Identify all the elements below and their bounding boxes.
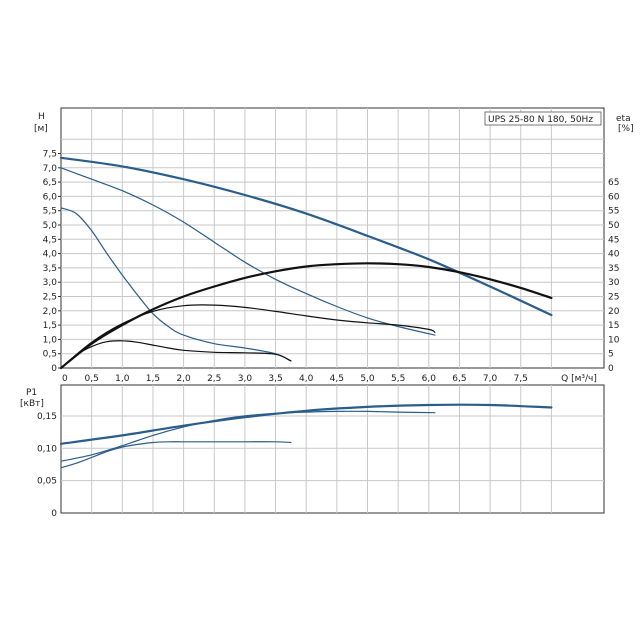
y-tick-label: 7,5 — [43, 150, 57, 160]
x-tick-label: 5,0 — [360, 374, 375, 384]
eta-tick-label: 45 — [608, 235, 619, 245]
power-panel-frame — [60, 384, 605, 514]
eta-tick-label: 20 — [608, 307, 620, 317]
head-x-ticks: 0 0,5 1,0 1,5 2,0 2,5 3,0 3,5 4,0 4,5 5,0 5,5 6,0 6,5… — [62, 374, 597, 384]
head-grid — [61, 108, 604, 368]
y-tick-label: 0 — [51, 364, 57, 374]
head-panel: 0 0,5 1,0 1,5 2,0 2,5 3,0 3,5 4,0 4,5 5,0 5,5 6,0 6,5… — [34, 107, 634, 384]
power-tick-label: 0,10 — [37, 444, 57, 454]
eta-tick-label: 55 — [608, 207, 619, 217]
head-y2-ticks: 0 5 10 15 20 25 30 35 40 45 50 55 60 65 — [608, 178, 620, 374]
power-curve-0 — [59, 403, 553, 445]
x-tick-label: 4,5 — [330, 374, 344, 384]
x-tick-label: 2,5 — [207, 374, 221, 384]
eta-axis-label-line1: eta — [616, 114, 631, 124]
eta-tick-label: 35 — [608, 264, 619, 274]
eta-tick-label: 5 — [608, 350, 614, 360]
head-curve-1 — [60, 167, 436, 336]
power-curve-2 — [60, 441, 292, 469]
eta-tick-label: 40 — [608, 250, 620, 260]
x-tick-label: Q [м³/ч] — [561, 374, 597, 384]
x-tick-label: 6,0 — [422, 374, 437, 384]
x-tick-label: 5,5 — [391, 374, 405, 384]
x-tick-label: 3,5 — [268, 374, 282, 384]
eta-tick-label: 60 — [608, 192, 620, 202]
power-curve-1 — [60, 410, 436, 462]
head-panel-frame — [60, 107, 605, 369]
power-tick-label: 0 — [51, 509, 57, 519]
eta-tick-label: 0 — [608, 364, 614, 374]
power-y-axis-label-line2: [кВт] — [20, 399, 44, 409]
x-tick-label: 6,5 — [452, 374, 466, 384]
y-tick-label: 7,0 — [43, 164, 58, 174]
x-tick-label: 0,5 — [84, 374, 98, 384]
y-tick-label: 0,5 — [43, 350, 57, 360]
y-tick-label: 2,5 — [43, 293, 57, 303]
eta-tick-label: 65 — [608, 178, 619, 188]
x-tick-label: 7,0 — [483, 374, 498, 384]
power-y-axis-label-line1: P1 — [26, 388, 37, 398]
x-tick-label: 2,0 — [176, 374, 191, 384]
title-box — [484, 111, 602, 126]
power-tick-label: 0,15 — [37, 412, 57, 422]
y-tick-label: 6,5 — [43, 178, 57, 188]
head-y-ticks: 0 0,5 1,0 1,5 2,0 2,5 3,0 3,5 4,0 4,5 5,0 5,5 6,0 6,5… — [43, 150, 61, 374]
efficiency-curve-5 — [60, 340, 292, 369]
power-panel: 0 0,05 0,10 0,15 P1 [кВт] — [20, 384, 605, 519]
power-series-group — [59, 403, 553, 469]
x-tick-label: 3,0 — [238, 374, 253, 384]
head-y-axis-label-line1: H — [38, 112, 45, 122]
x-tick-label: 7,5 — [514, 374, 528, 384]
power-tick-label: 0,05 — [37, 477, 57, 487]
head-curve-0 — [59, 156, 553, 317]
eta-tick-label: 10 — [608, 335, 620, 345]
y-tick-label: 1,5 — [43, 321, 57, 331]
chart-title: UPS 25-80 N 180, 50Hz — [488, 115, 593, 125]
y-tick-label: 5,0 — [43, 221, 58, 231]
x-tick-label: 1,5 — [146, 374, 160, 384]
eta-axis-label-line2: [%] — [618, 124, 634, 134]
head-y-axis-label-line2: [м] — [34, 124, 48, 134]
y-tick-label: 1,0 — [43, 335, 58, 345]
y-tick-label: 5,5 — [43, 207, 57, 217]
efficiency-curve-4 — [60, 304, 436, 369]
y-tick-label: 3,0 — [43, 278, 58, 288]
eta-tick-label: 30 — [608, 278, 620, 288]
power-grid — [61, 385, 604, 513]
eta-tick-label: 50 — [608, 221, 620, 231]
efficiency-curve-3 — [59, 262, 553, 370]
eta-tick-label: 25 — [608, 293, 619, 303]
head-curve-2 — [60, 207, 292, 362]
x-tick-label: 1,0 — [115, 374, 130, 384]
y-tick-label: 6,0 — [43, 192, 58, 202]
eta-tick-label: 15 — [608, 321, 619, 331]
power-y-ticks: 0 0,05 0,10 0,15 — [37, 412, 57, 519]
y-tick-label: 2,0 — [43, 307, 58, 317]
x-tick-label: 4,0 — [299, 374, 314, 384]
y-tick-label: 4,0 — [43, 250, 58, 260]
y-tick-label: 3,5 — [43, 264, 57, 274]
x-tick-label: 0 — [62, 374, 68, 384]
y-tick-label: 4,5 — [43, 235, 57, 245]
head-series-group — [59, 156, 553, 370]
